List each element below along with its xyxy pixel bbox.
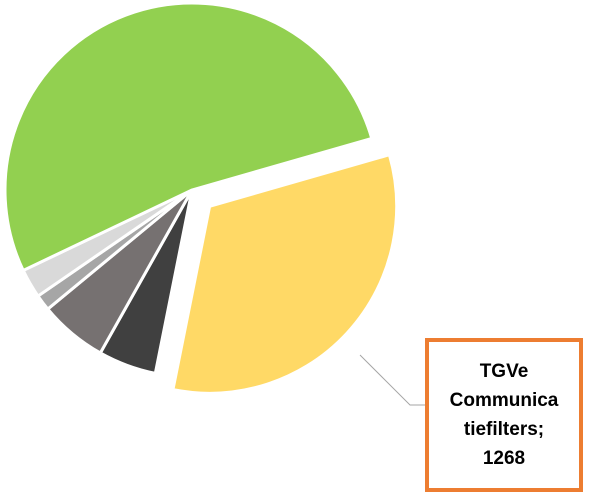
data-label: TGVe Communicatiefilters; 1268 — [425, 338, 583, 492]
data-label-text: TGVe Communicatiefilters; 1268 — [449, 361, 559, 469]
pie-slice — [3, 1, 374, 273]
leader-line — [359, 354, 425, 406]
pie-slice — [171, 152, 399, 395]
